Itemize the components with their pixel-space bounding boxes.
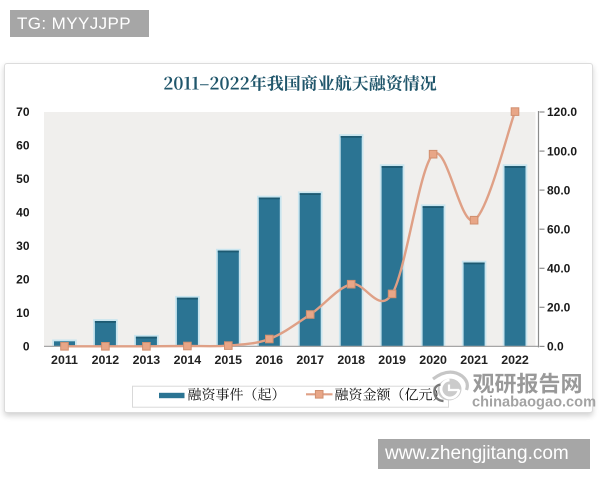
svg-text:2020: 2020 bbox=[419, 353, 447, 367]
svg-text:2014: 2014 bbox=[174, 353, 202, 367]
svg-text:2016: 2016 bbox=[256, 353, 284, 367]
svg-text:70: 70 bbox=[16, 105, 30, 119]
svg-text:chinabaogao.com: chinabaogao.com bbox=[472, 395, 596, 411]
svg-text:50: 50 bbox=[16, 172, 30, 186]
svg-text:10: 10 bbox=[16, 306, 30, 320]
svg-text:2021: 2021 bbox=[460, 353, 488, 367]
svg-text:100.0: 100.0 bbox=[547, 144, 577, 158]
svg-text:120.0: 120.0 bbox=[547, 105, 577, 119]
svg-text:60.0: 60.0 bbox=[547, 222, 571, 236]
svg-text:30: 30 bbox=[16, 239, 30, 253]
svg-text:2015: 2015 bbox=[215, 353, 243, 367]
svg-text:2013: 2013 bbox=[133, 353, 161, 367]
svg-text:40.0: 40.0 bbox=[547, 262, 571, 276]
svg-text:2011: 2011 bbox=[51, 353, 78, 367]
svg-text:2022: 2022 bbox=[501, 353, 529, 367]
svg-text:0: 0 bbox=[23, 340, 30, 354]
svg-text:20: 20 bbox=[16, 273, 30, 287]
svg-text:2019: 2019 bbox=[378, 353, 406, 367]
svg-text:2012: 2012 bbox=[92, 353, 120, 367]
svg-text:60: 60 bbox=[16, 139, 30, 153]
svg-text:80.0: 80.0 bbox=[547, 183, 571, 197]
svg-text:40: 40 bbox=[16, 206, 30, 220]
svg-text:2018: 2018 bbox=[337, 353, 365, 367]
svg-text:20.0: 20.0 bbox=[547, 301, 571, 315]
svg-text:0.0: 0.0 bbox=[547, 340, 564, 354]
svg-text:2017: 2017 bbox=[296, 353, 324, 367]
